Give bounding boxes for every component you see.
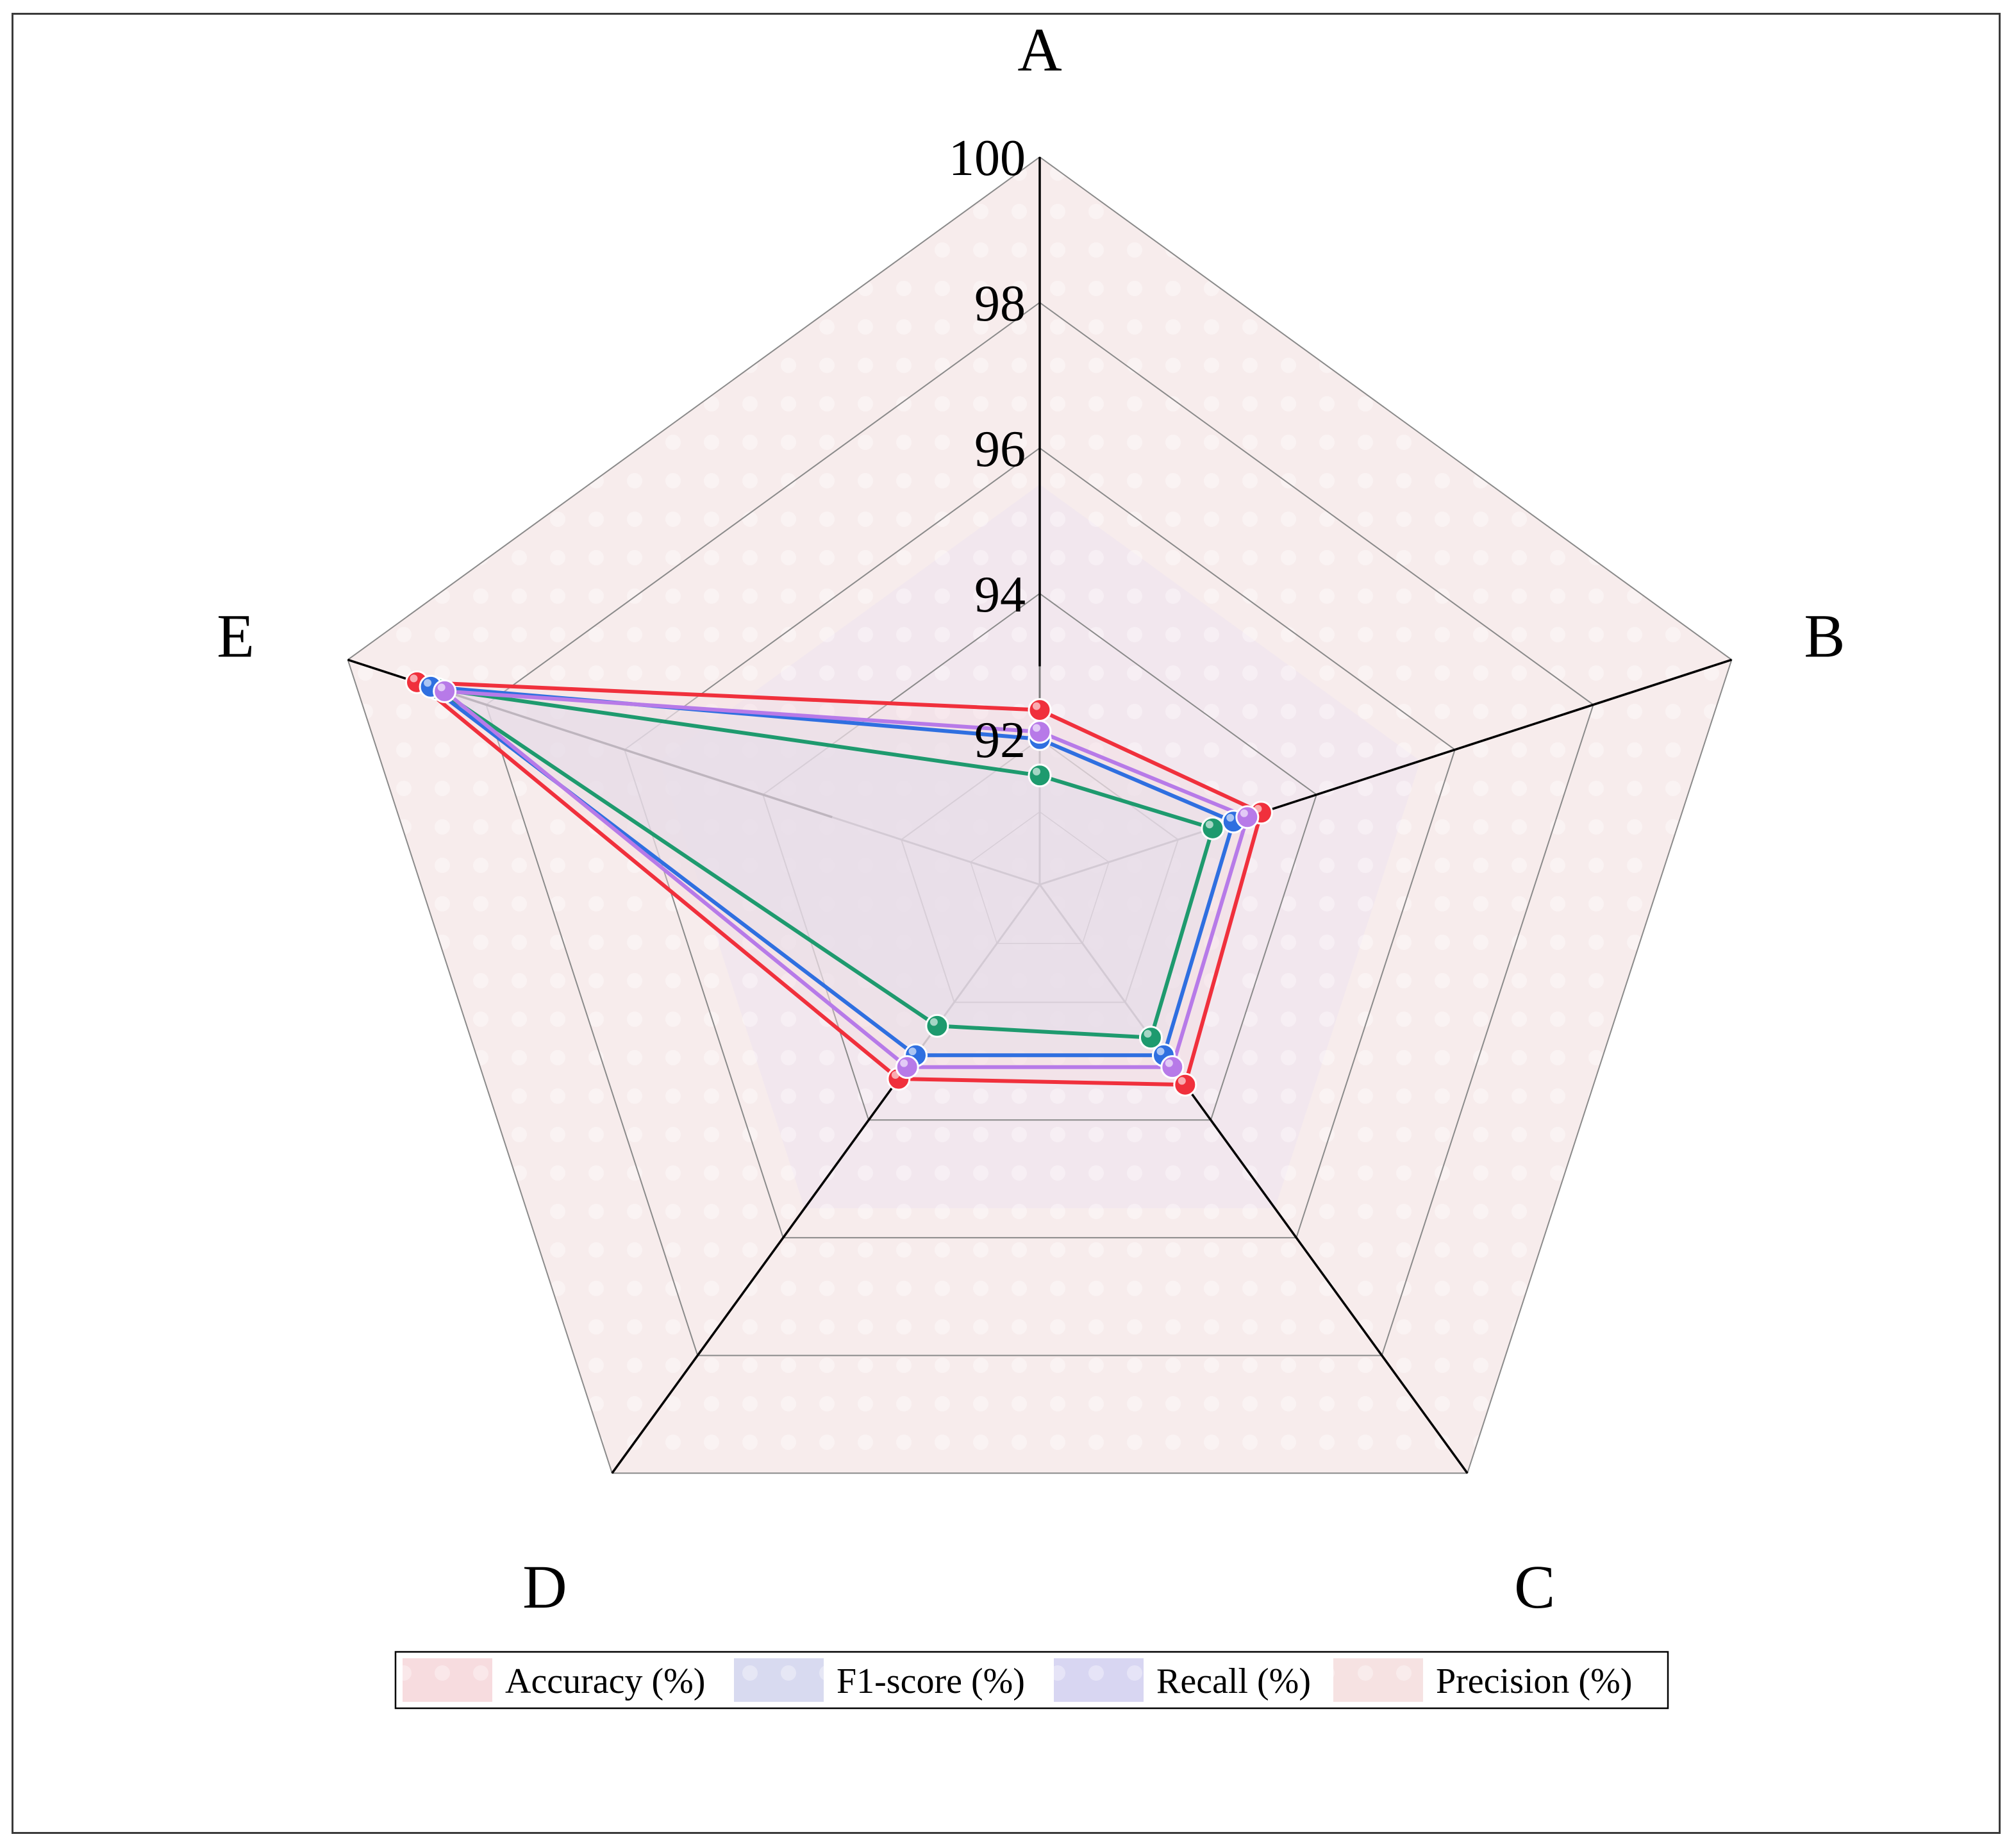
radial-tick-labels: 92 94 96 98 100 (949, 130, 1026, 769)
series-lines (415, 680, 1263, 1087)
series-line (415, 680, 1263, 1087)
tick-label: 100 (949, 130, 1026, 187)
axis-spoke-c (1167, 1060, 1469, 1474)
grid-ring (900, 738, 1179, 1003)
grid-ring (624, 447, 1456, 1238)
data-point-highlight (410, 674, 418, 683)
data-point-highlight (1144, 1029, 1152, 1038)
legend-swatch-texture (734, 1658, 824, 1702)
axis-label-b: B (1804, 601, 1845, 670)
data-point-highlight (424, 679, 432, 687)
legend-swatch-texture (403, 1658, 492, 1702)
axis-spoke-d (611, 1060, 913, 1474)
series-area (444, 691, 1247, 1067)
data-point-highlight (1178, 1077, 1186, 1085)
data-point-highlight (1033, 702, 1040, 710)
axis-spoke-b (1247, 658, 1732, 819)
series-line (435, 687, 1215, 1040)
legend-label: Accuracy (%) (505, 1661, 705, 1701)
tick-label: 96 (974, 421, 1026, 478)
data-point-highlight (1226, 813, 1235, 822)
data-point (1028, 698, 1052, 722)
axis-labels: A B C D E (217, 15, 1845, 1621)
data-point-highlight (929, 1018, 938, 1026)
data-point-highlight (437, 683, 446, 692)
data-point (1028, 763, 1052, 788)
legend-label: F1-score (%) (837, 1661, 1025, 1701)
data-point (1160, 1055, 1185, 1079)
data-point-highlight (1033, 724, 1040, 732)
legend-swatch-texture (1333, 1658, 1423, 1702)
legend: Accuracy (%) F1-score (%) Recall (%) Precis… (394, 1651, 1669, 1710)
grid-ring (970, 811, 1110, 944)
data-point-highlight (1165, 1059, 1173, 1067)
tick-label: 94 (974, 567, 1026, 623)
radar-grid (347, 156, 1733, 1474)
data-point-highlight (908, 1047, 917, 1056)
data-point-highlight (900, 1059, 908, 1067)
axis-label-d: D (522, 1552, 567, 1621)
data-point-highlight (1205, 820, 1213, 829)
data-point (925, 1013, 949, 1038)
axis-label-e: E (217, 601, 254, 670)
axis-label-a: A (1017, 15, 1062, 84)
data-point-highlight (1033, 767, 1040, 776)
series-area (417, 682, 1262, 1085)
series-markers (404, 670, 1273, 1097)
data-point (1028, 720, 1052, 744)
data-point (1235, 805, 1260, 829)
series-line (442, 689, 1249, 1069)
tick-label: 98 (974, 276, 1026, 332)
data-point (1201, 816, 1225, 840)
data-point-highlight (1240, 809, 1248, 817)
series-area (437, 688, 1213, 1038)
grid-ring (347, 156, 1733, 1474)
data-point (433, 679, 457, 703)
legend-label: Recall (%) (1156, 1661, 1311, 1701)
tick-label: 92 (974, 712, 1026, 769)
legend-label: Precision (%) (1436, 1661, 1632, 1701)
axis-label-c: C (1514, 1552, 1555, 1621)
data-point-highlight (1156, 1047, 1165, 1056)
grid-ring (485, 301, 1594, 1356)
legend-box (394, 1651, 1669, 1710)
grid-ring (762, 592, 1317, 1121)
legend-swatch-texture (1054, 1658, 1144, 1702)
data-point (895, 1055, 919, 1079)
